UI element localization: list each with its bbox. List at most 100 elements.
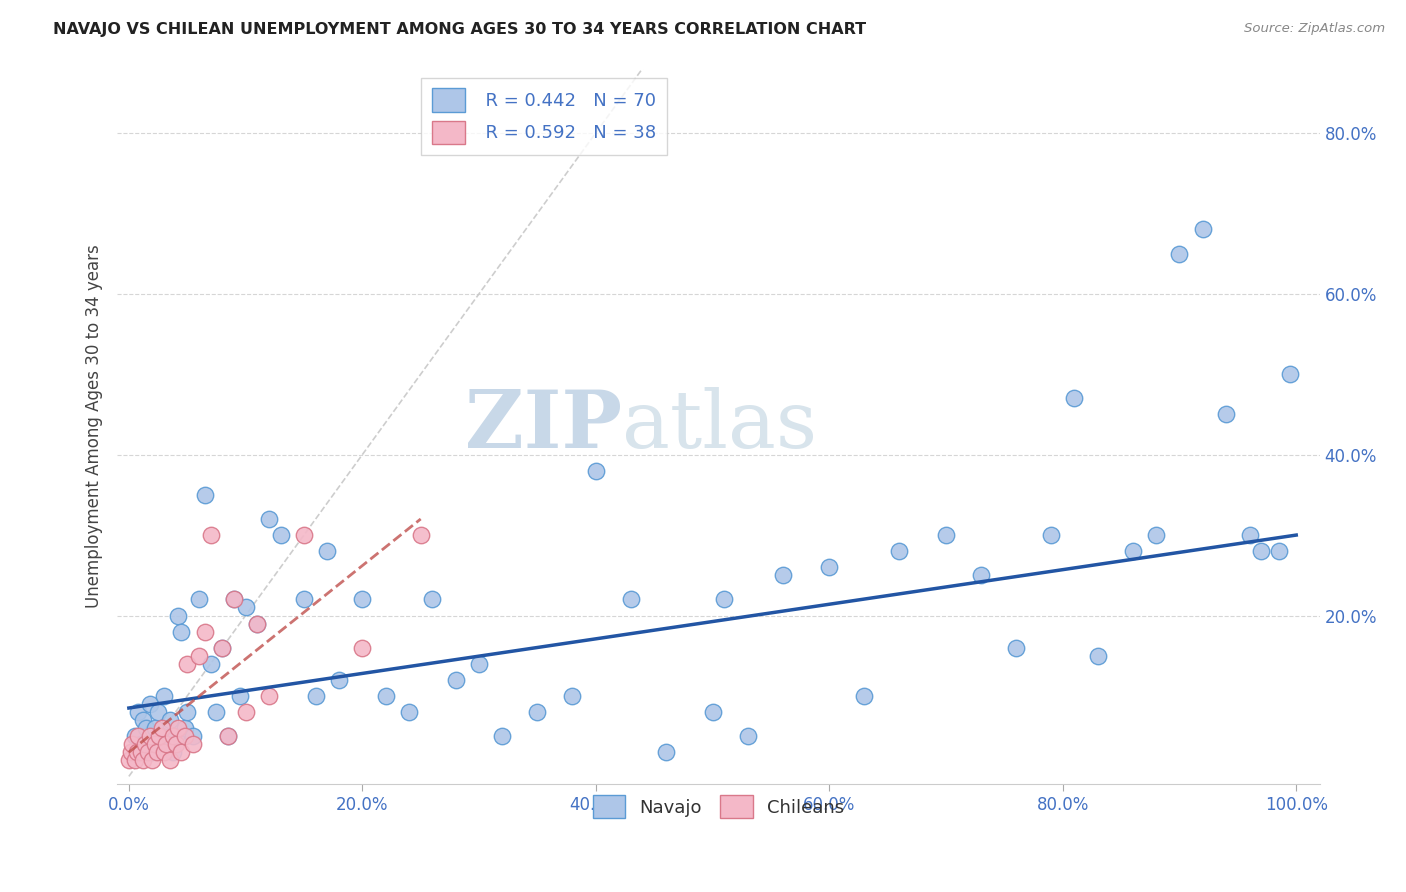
Point bbox=[176, 657, 198, 671]
Point bbox=[146, 705, 169, 719]
Point bbox=[491, 729, 513, 743]
Point bbox=[246, 616, 269, 631]
Point bbox=[585, 464, 607, 478]
Point bbox=[304, 689, 326, 703]
Point bbox=[129, 737, 152, 751]
Point bbox=[155, 737, 177, 751]
Point bbox=[132, 753, 155, 767]
Point bbox=[176, 705, 198, 719]
Point bbox=[935, 528, 957, 542]
Point bbox=[737, 729, 759, 743]
Point bbox=[561, 689, 583, 703]
Point bbox=[136, 745, 159, 759]
Point bbox=[118, 753, 141, 767]
Point bbox=[205, 705, 228, 719]
Point bbox=[526, 705, 548, 719]
Point bbox=[1122, 544, 1144, 558]
Point bbox=[162, 729, 184, 743]
Point bbox=[655, 745, 678, 759]
Point bbox=[165, 737, 187, 751]
Point bbox=[292, 528, 315, 542]
Point bbox=[141, 753, 163, 767]
Point bbox=[444, 673, 467, 687]
Point bbox=[150, 729, 173, 743]
Point bbox=[155, 737, 177, 751]
Point bbox=[217, 729, 239, 743]
Point bbox=[222, 592, 245, 607]
Point bbox=[170, 624, 193, 639]
Point bbox=[159, 753, 181, 767]
Point bbox=[1279, 367, 1302, 381]
Point bbox=[153, 745, 176, 759]
Point bbox=[181, 729, 204, 743]
Point bbox=[374, 689, 396, 703]
Point bbox=[211, 640, 233, 655]
Point bbox=[620, 592, 643, 607]
Point bbox=[159, 713, 181, 727]
Point bbox=[1040, 528, 1063, 542]
Text: Source: ZipAtlas.com: Source: ZipAtlas.com bbox=[1244, 22, 1385, 36]
Point bbox=[187, 648, 209, 663]
Point bbox=[134, 737, 156, 751]
Point bbox=[174, 729, 197, 743]
Point bbox=[127, 729, 149, 743]
Point bbox=[200, 657, 222, 671]
Legend: Navajo, Chileans: Navajo, Chileans bbox=[585, 788, 852, 825]
Point bbox=[970, 568, 993, 582]
Text: atlas: atlas bbox=[623, 387, 817, 466]
Point bbox=[165, 729, 187, 743]
Point bbox=[125, 745, 148, 759]
Point bbox=[1250, 544, 1272, 558]
Text: NAVAJO VS CHILEAN UNEMPLOYMENT AMONG AGES 30 TO 34 YEARS CORRELATION CHART: NAVAJO VS CHILEAN UNEMPLOYMENT AMONG AGE… bbox=[53, 22, 866, 37]
Point bbox=[328, 673, 350, 687]
Point bbox=[270, 528, 292, 542]
Y-axis label: Unemployment Among Ages 30 to 34 years: Unemployment Among Ages 30 to 34 years bbox=[86, 244, 103, 608]
Point bbox=[818, 560, 841, 574]
Point bbox=[1239, 528, 1261, 542]
Point bbox=[246, 616, 269, 631]
Point bbox=[170, 745, 193, 759]
Point bbox=[217, 729, 239, 743]
Point bbox=[194, 488, 217, 502]
Point bbox=[120, 745, 142, 759]
Point bbox=[124, 729, 146, 743]
Point bbox=[143, 721, 166, 735]
Point bbox=[235, 705, 257, 719]
Point bbox=[398, 705, 420, 719]
Point bbox=[1005, 640, 1028, 655]
Point bbox=[257, 512, 280, 526]
Point bbox=[409, 528, 432, 542]
Point bbox=[889, 544, 911, 558]
Point bbox=[139, 729, 162, 743]
Point bbox=[772, 568, 794, 582]
Point bbox=[148, 729, 170, 743]
Point bbox=[1168, 246, 1191, 260]
Point bbox=[124, 753, 146, 767]
Point bbox=[187, 592, 209, 607]
Point bbox=[702, 705, 724, 719]
Text: ZIP: ZIP bbox=[465, 387, 623, 466]
Point bbox=[127, 705, 149, 719]
Point bbox=[181, 737, 204, 751]
Point bbox=[139, 697, 162, 711]
Point bbox=[1063, 392, 1085, 406]
Point bbox=[222, 592, 245, 607]
Point bbox=[352, 640, 374, 655]
Point bbox=[132, 713, 155, 727]
Point bbox=[352, 592, 374, 607]
Point bbox=[129, 745, 152, 759]
Point bbox=[713, 592, 735, 607]
Point bbox=[853, 689, 876, 703]
Point bbox=[167, 608, 190, 623]
Point bbox=[194, 624, 217, 639]
Point bbox=[257, 689, 280, 703]
Point bbox=[135, 721, 157, 735]
Point bbox=[143, 737, 166, 751]
Point bbox=[1215, 408, 1237, 422]
Point bbox=[162, 745, 184, 759]
Point bbox=[174, 721, 197, 735]
Point bbox=[422, 592, 444, 607]
Point bbox=[167, 721, 190, 735]
Point bbox=[1267, 544, 1289, 558]
Point bbox=[468, 657, 491, 671]
